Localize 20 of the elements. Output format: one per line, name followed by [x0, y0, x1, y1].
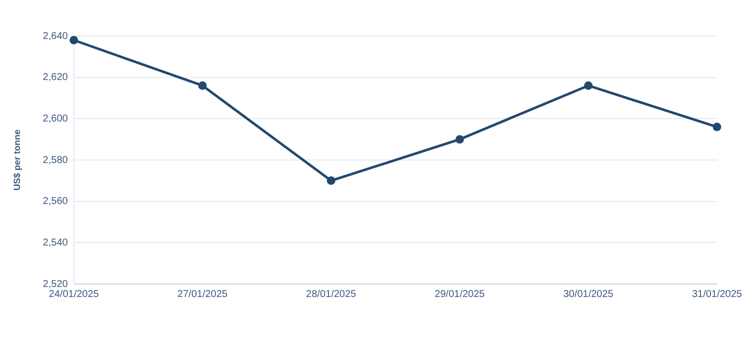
y-tick-label: 2,580 [42, 154, 68, 166]
y-tick-label: 2,560 [42, 196, 68, 208]
point [455, 135, 464, 144]
y-tick-label: 2,520 [42, 278, 68, 290]
point [70, 36, 78, 44]
x-tick-label: 30/01/2025 [563, 288, 614, 300]
x-tick-label: 31/01/2025 [692, 288, 742, 300]
x-tick-label: 27/01/2025 [177, 288, 228, 300]
point [584, 81, 593, 90]
y-tick-label: 2,540 [42, 237, 68, 248]
point [198, 81, 207, 90]
point [326, 176, 336, 185]
y-axis-title: US$ per tonne [12, 129, 22, 191]
x-tick-label: 28/01/2025 [306, 288, 357, 300]
y-tick-label: 2,640 [42, 30, 68, 42]
x-tick-label: 29/01/2025 [434, 288, 486, 300]
point [712, 122, 722, 132]
y-tick-label: 2,620 [42, 72, 68, 84]
y-tick-label: 2,600 [42, 113, 68, 124]
x-tick-label: 24/01/2025 [48, 288, 100, 300]
